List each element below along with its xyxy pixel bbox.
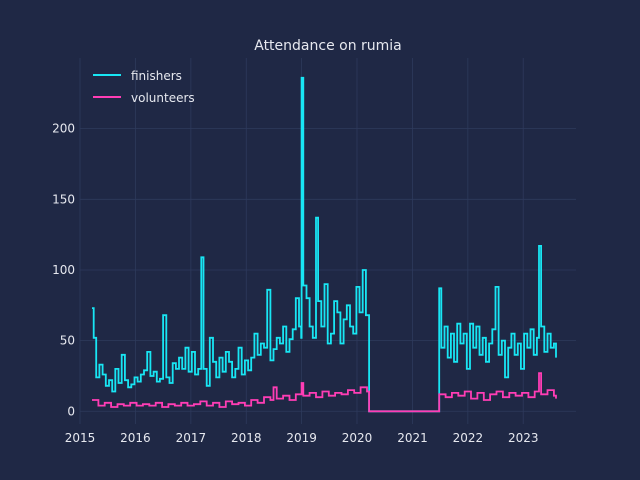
x-tick-label: 2019 [286,431,317,445]
y-axis: 0 50 100 150 200 [52,122,75,419]
x-tick-label: 2017 [176,431,207,445]
x-tick-label: 2016 [120,431,151,445]
legend-label-finishers: finishers [131,69,182,83]
y-tick-label: 100 [52,263,75,277]
y-tick-label: 0 [67,404,75,418]
x-tick-label: 2022 [453,431,484,445]
x-tick-label: 2015 [65,431,96,445]
x-tick-label: 2020 [342,431,373,445]
x-axis: 2015 2016 2017 2018 2019 2020 2021 2022 2023 [65,431,539,445]
legend-label-volunteers: volunteers [131,91,195,105]
y-tick-label: 200 [52,122,75,136]
series-line-volunteers [92,372,557,413]
legend: finishers volunteers [93,69,195,105]
series-layer [92,76,557,413]
chart-title: Attendance on rumia [254,38,402,54]
series-line-finishers [92,76,557,413]
x-tick-label: 2018 [231,431,262,445]
y-tick-label: 50 [60,334,75,348]
y-tick-label: 150 [52,192,75,206]
x-tick-label: 2021 [397,431,428,445]
x-tick-label: 2023 [508,431,539,445]
